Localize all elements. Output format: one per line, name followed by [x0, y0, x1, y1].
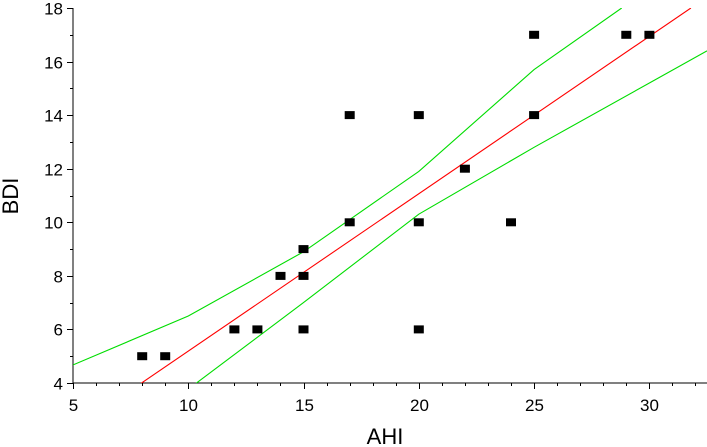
y-axis-title: BDI — [0, 178, 23, 215]
data-point — [298, 325, 309, 334]
x-tick-label: 20 — [410, 396, 429, 415]
y-tick-label: 10 — [44, 214, 63, 233]
x-tick-label: 15 — [295, 396, 314, 415]
data-point — [644, 30, 655, 39]
data-point — [160, 352, 171, 361]
regression-line — [140, 8, 692, 383]
data-point — [413, 218, 424, 227]
tick-labels: 4 6 8 10 12 14 16 18 5 10 15 20 25 30 — [44, 0, 659, 415]
data-point — [344, 218, 355, 227]
data-point — [529, 30, 540, 39]
data-point — [298, 271, 309, 280]
x-tick-label: 25 — [525, 396, 544, 415]
y-tick-label: 12 — [44, 161, 63, 180]
confidence-band-line — [73, 8, 623, 366]
y-tick-label: 18 — [44, 0, 63, 19]
data-point — [621, 30, 632, 39]
y-tick-label: 16 — [44, 54, 63, 73]
x-tick-label: 5 — [69, 396, 78, 415]
data-point — [298, 245, 309, 254]
fit-lines — [73, 8, 707, 383]
data-point — [275, 271, 286, 280]
data-point — [252, 325, 263, 334]
x-axis-title: AHI — [367, 424, 404, 447]
confidence-band-line — [195, 50, 707, 383]
y-tick-label: 4 — [54, 375, 63, 394]
y-tick-label: 8 — [54, 268, 63, 287]
data-point — [413, 325, 424, 334]
data-point — [413, 111, 424, 120]
axes — [67, 8, 707, 389]
x-tick-label: 10 — [179, 396, 198, 415]
data-point — [529, 111, 540, 120]
data-points — [137, 30, 655, 361]
data-point — [229, 325, 240, 334]
x-tick-label: 30 — [640, 396, 659, 415]
data-point — [344, 111, 355, 120]
data-point — [459, 164, 470, 173]
data-point — [137, 352, 148, 361]
y-tick-label: 14 — [44, 107, 63, 126]
y-tick-label: 6 — [54, 321, 63, 340]
data-point — [506, 218, 516, 227]
